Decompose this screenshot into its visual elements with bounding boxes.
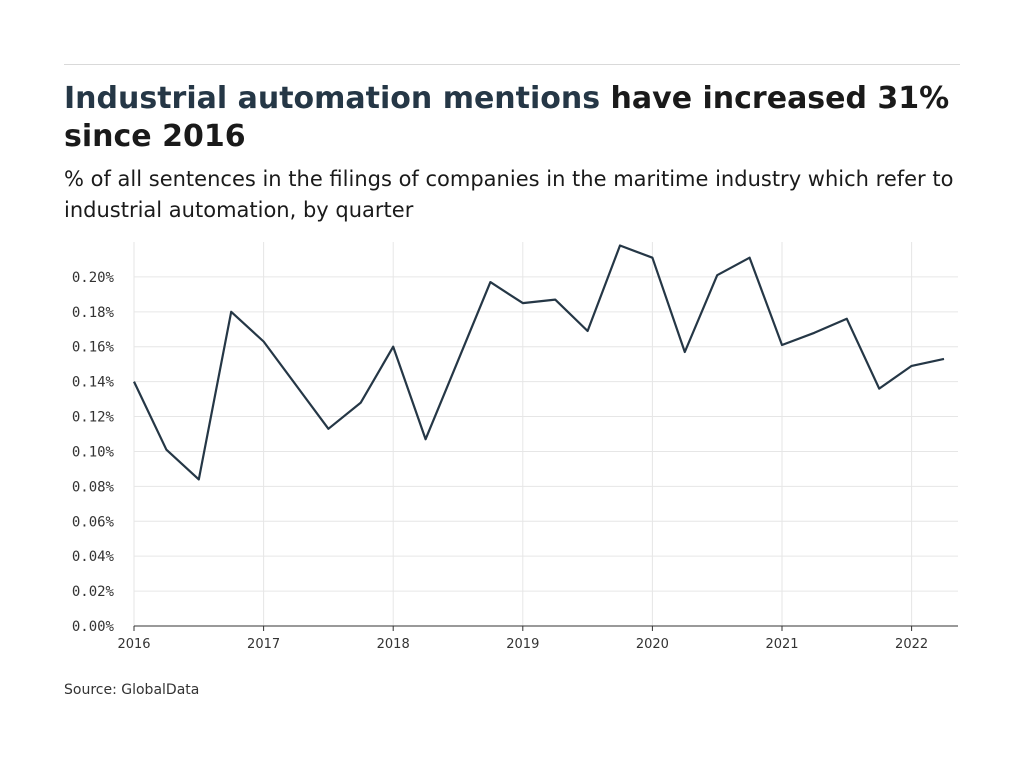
x-tick-label: 2021 <box>765 637 798 652</box>
data-point <box>132 380 136 384</box>
data-point <box>618 243 622 247</box>
data-point <box>748 256 752 260</box>
x-tick-label: 2018 <box>377 637 410 652</box>
data-point <box>164 448 168 452</box>
x-tick-label: 2019 <box>506 637 539 652</box>
data-point <box>488 280 492 284</box>
x-tick-labels: 2016 2017 2018 2019 2020 2021 2022 <box>117 637 928 652</box>
data-point <box>942 357 946 361</box>
data-point <box>391 345 395 349</box>
series-group <box>132 243 946 481</box>
chart-title-rest: have increased 31% since 2016 <box>64 81 950 154</box>
y-tick-label: 0.02% <box>72 584 115 600</box>
source-note: Source: GlobalData <box>64 682 200 698</box>
data-point <box>197 477 201 481</box>
series-line <box>133 244 945 481</box>
y-tick-labels: 0.00% 0.02% 0.04% 0.06% 0.08% 0.10% 0.12% 0.14%… <box>72 270 115 635</box>
chart-subtitle: % of all sentences in the filings of com… <box>64 167 954 222</box>
data-point <box>553 298 557 302</box>
chart-title-highlight: Industrial automation mentions <box>64 81 601 116</box>
x-tick-label: 2016 <box>117 637 150 652</box>
data-point <box>780 343 784 347</box>
data-point <box>715 273 719 277</box>
vertical-gridlines <box>133 242 913 626</box>
y-tick-label: 0.16% <box>72 340 115 356</box>
y-tick-label: 0.06% <box>72 514 115 530</box>
data-point <box>845 317 849 321</box>
data-point <box>262 339 266 343</box>
x-tick-label: 2017 <box>247 637 280 652</box>
data-point <box>877 387 881 391</box>
horizontal-gridlines <box>134 276 958 592</box>
data-point <box>229 310 233 314</box>
top-divider <box>64 64 960 65</box>
data-point <box>521 301 525 305</box>
y-tick-label: 0.04% <box>72 549 115 565</box>
y-tick-label: 0.10% <box>72 444 115 460</box>
data-point <box>812 331 816 335</box>
data-point <box>359 401 363 405</box>
data-point <box>424 437 428 441</box>
x-tick-label: 2022 <box>895 637 928 652</box>
chart-title: Industrial automation mentions have incr… <box>64 80 964 156</box>
axes <box>133 625 958 631</box>
y-tick-label: 0.18% <box>72 305 115 321</box>
y-tick-label: 0.12% <box>72 410 115 426</box>
data-point <box>456 359 460 363</box>
data-point <box>294 383 298 387</box>
x-tick-label: 2020 <box>636 637 669 652</box>
data-point <box>910 364 914 368</box>
data-point <box>326 427 330 431</box>
y-tick-label: 0.14% <box>72 375 115 391</box>
y-tick-label: 0.00% <box>72 619 115 635</box>
y-tick-label: 0.08% <box>72 479 115 495</box>
data-point <box>683 350 687 354</box>
data-point <box>650 256 654 260</box>
y-tick-label: 0.20% <box>72 270 115 286</box>
data-point <box>586 329 590 333</box>
